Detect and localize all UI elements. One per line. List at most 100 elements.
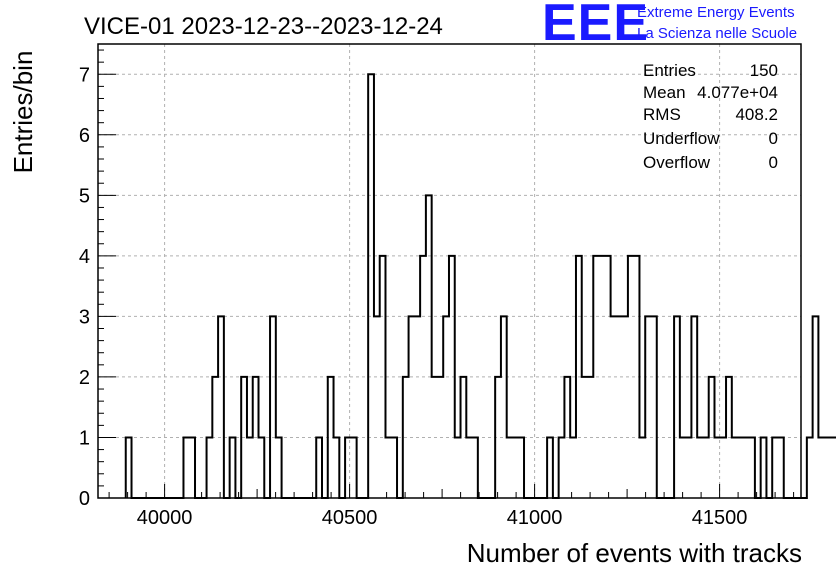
histogram-bin: [126, 437, 132, 498]
histogram-bin: [772, 437, 778, 498]
histogram-bins: [124, 73, 836, 499]
histogram-bin: [351, 437, 357, 498]
histogram-bin: [749, 437, 755, 498]
histogram-bin: [426, 195, 432, 498]
histogram-bin: [207, 437, 213, 498]
y-tick-label: 1: [79, 427, 90, 449]
histogram-bin: [709, 377, 715, 498]
histogram-bin: [391, 437, 397, 498]
histogram-bin: [409, 316, 415, 498]
histogram-bin: [472, 437, 478, 498]
histogram-bin: [316, 437, 322, 498]
histogram-bin: [761, 437, 767, 498]
histogram-bin: [686, 437, 692, 498]
histogram-bin: [645, 316, 651, 498]
histogram-bin: [420, 256, 426, 498]
histogram-bin: [576, 256, 582, 498]
y-tick-label: 2: [79, 367, 90, 389]
x-axis-label: Number of events with tracks: [467, 538, 802, 568]
axis-ticks: 40000 40500 41000 41500 0 1 2 3 4 5 6 7: [79, 49, 795, 529]
histogram-bin: [230, 437, 236, 498]
histogram-bin: [703, 437, 709, 498]
grid-lines: [98, 44, 801, 498]
histogram-bin: [443, 316, 449, 498]
stats-rms-value: 408.2: [735, 105, 778, 124]
histogram-bin: [501, 316, 507, 498]
histogram-bin: [651, 316, 657, 498]
histogram-bin: [212, 377, 218, 498]
y-tick-label: 5: [79, 185, 90, 207]
histogram-bin: [732, 437, 738, 498]
stats-underflow-value: 0: [769, 129, 778, 148]
x-tick-label: 41500: [692, 507, 748, 529]
histogram-bin: [368, 74, 374, 498]
histogram-series-line: [124, 73, 836, 499]
histogram-bin: [616, 316, 622, 498]
y-axis-label: Entries/bin: [8, 51, 38, 174]
histogram-bin: [183, 437, 189, 498]
histogram-bin: [385, 437, 391, 498]
stats-entries-label: Entries: [643, 61, 696, 80]
histogram-bin: [432, 377, 438, 498]
stats-mean-value: 4.077e+04: [697, 83, 778, 102]
histogram-bin: [437, 377, 443, 498]
histogram-bin: [247, 437, 253, 498]
histogram-bin: [403, 377, 409, 498]
histogram-bin: [559, 437, 565, 498]
histogram-bin: [691, 316, 697, 498]
histogram-bin: [461, 377, 467, 498]
histogram-bin: [605, 256, 611, 498]
histogram-bin: [449, 256, 455, 498]
histogram-bin: [241, 377, 247, 498]
stats-entries-value: 150: [750, 61, 778, 80]
histogram-bin: [374, 316, 380, 498]
x-tick-label: 41000: [507, 507, 563, 529]
stats-box: Entries 150 Mean 4.077e+04 RMS 408.2 Und…: [643, 61, 778, 172]
histogram-bin: [628, 256, 634, 498]
y-tick-label: 3: [79, 306, 90, 328]
histogram-bin: [414, 316, 420, 498]
stats-underflow-label: Underflow: [643, 129, 720, 148]
histogram-bin: [599, 256, 605, 498]
histogram-bin: [593, 256, 599, 498]
histogram-bin: [714, 437, 720, 498]
histogram-bin: [547, 437, 553, 498]
histogram-bin: [259, 437, 265, 498]
histogram-bin: [334, 437, 340, 498]
histogram-bin: [276, 437, 282, 498]
histogram-bin: [570, 437, 576, 498]
histogram-bin: [743, 437, 749, 498]
histogram-bin: [611, 316, 617, 498]
histogram-bin: [738, 437, 744, 498]
stats-mean-label: Mean: [643, 83, 686, 102]
histogram-bin: [697, 437, 703, 498]
histogram-bin: [818, 437, 824, 498]
x-tick-label: 40500: [322, 507, 378, 529]
histogram-bin: [622, 316, 628, 498]
histogram-bin: [380, 256, 386, 498]
logo-line-1: Extreme Energy Events: [637, 4, 795, 21]
histogram-bin: [726, 377, 732, 498]
histogram-bin: [830, 437, 836, 498]
histogram-bin: [495, 377, 501, 498]
y-tick-label: 4: [79, 246, 90, 268]
histogram-bin: [512, 437, 518, 498]
histogram-bin: [218, 316, 224, 498]
histogram-bin: [824, 437, 830, 498]
stats-overflow-value: 0: [769, 153, 778, 172]
y-tick-label: 0: [79, 488, 90, 510]
histogram-bin: [639, 437, 645, 498]
histogram-bin: [674, 316, 680, 498]
logo: EEE Extreme Energy Events La Scienza nel…: [542, 0, 797, 52]
x-tick-label: 40000: [137, 507, 193, 529]
histogram-bin: [328, 377, 334, 498]
logo-line-2: La Scienza nelle Scuole: [637, 25, 797, 42]
histogram-bin: [720, 437, 726, 498]
histogram-bin: [680, 437, 686, 498]
histogram-bin: [345, 437, 351, 498]
stats-rms-label: RMS: [643, 105, 681, 124]
histogram-bin: [813, 316, 819, 498]
histogram-bin: [582, 377, 588, 498]
plot-frame: [97, 43, 802, 499]
